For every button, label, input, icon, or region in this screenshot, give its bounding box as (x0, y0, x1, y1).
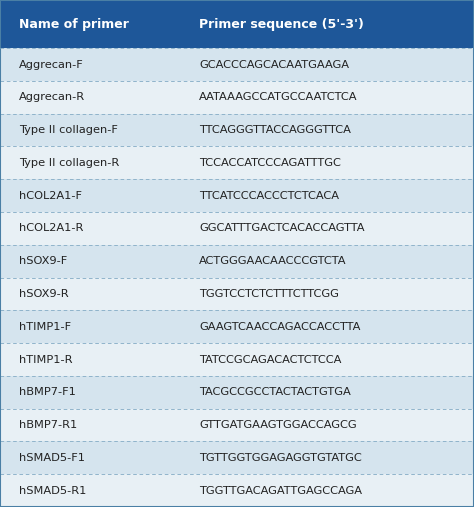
Text: hSOX9-F: hSOX9-F (19, 256, 67, 266)
Text: TACGCCGCCTACTACTGTGA: TACGCCGCCTACTACTGTGA (199, 387, 351, 397)
Text: hSMAD5-R1: hSMAD5-R1 (19, 486, 86, 496)
Bar (0, 179, 474, 212)
Bar (0, 245, 474, 277)
Text: GCACCCAGCACAATGAAGA: GCACCCAGCACAATGAAGA (199, 59, 349, 69)
Text: Aggrecan-R: Aggrecan-R (19, 92, 85, 102)
Text: GAAGTCAACCAGACCACCTTA: GAAGTCAACCAGACCACCTTA (199, 322, 360, 332)
Bar (0, 114, 474, 147)
Text: Name of primer: Name of primer (19, 18, 129, 30)
Text: Type II collagen-F: Type II collagen-F (19, 125, 118, 135)
Text: ACTGGGAACAACCCGTCTA: ACTGGGAACAACCCGTCTA (199, 256, 346, 266)
Text: hSMAD5-F1: hSMAD5-F1 (19, 453, 85, 463)
Text: hCOL2A1-R: hCOL2A1-R (19, 224, 83, 233)
Bar (0, 0, 474, 48)
Text: Aggrecan-F: Aggrecan-F (19, 59, 84, 69)
Text: hSOX9-R: hSOX9-R (19, 289, 69, 299)
Text: TGTTGGTGGAGAGGTGTATGC: TGTTGGTGGAGAGGTGTATGC (199, 453, 362, 463)
Text: TCCACCATCCCAGATTTGC: TCCACCATCCCAGATTTGC (199, 158, 341, 168)
Text: TATCCGCAGACACTCTCCA: TATCCGCAGACACTCTCCA (199, 354, 341, 365)
Bar (0, 343, 474, 376)
Bar (0, 376, 474, 409)
Bar (0, 212, 474, 245)
Text: Primer sequence (5'-3'): Primer sequence (5'-3') (199, 18, 364, 30)
Bar (0, 81, 474, 114)
Text: hCOL2A1-F: hCOL2A1-F (19, 191, 82, 201)
Text: TTCAGGGTTACCAGGGTTCA: TTCAGGGTTACCAGGGTTCA (199, 125, 351, 135)
Text: GTTGATGAAGTGGACCAGCG: GTTGATGAAGTGGACCAGCG (199, 420, 357, 430)
Text: Type II collagen-R: Type II collagen-R (19, 158, 119, 168)
Text: TTCATCCCACCCTCTCACA: TTCATCCCACCCTCTCACA (199, 191, 339, 201)
Bar (0, 277, 474, 310)
Bar (0, 310, 474, 343)
Text: AATAAAGCCATGCCAATCTCA: AATAAAGCCATGCCAATCTCA (199, 92, 357, 102)
Text: hTIMP1-F: hTIMP1-F (19, 322, 71, 332)
Bar (0, 442, 474, 474)
Bar (0, 409, 474, 442)
Bar (0, 147, 474, 179)
Bar (0, 474, 474, 507)
Text: GGCATTTGACTCACACCAGTTA: GGCATTTGACTCACACCAGTTA (199, 224, 365, 233)
Text: TGGTTGACAGATTGAGCCAGA: TGGTTGACAGATTGAGCCAGA (199, 486, 362, 496)
Text: TGGTCCTCTCTTTCTTCGG: TGGTCCTCTCTTTCTTCGG (199, 289, 339, 299)
Text: hBMP7-F1: hBMP7-F1 (19, 387, 76, 397)
Bar (0, 48, 474, 81)
Text: hTIMP1-R: hTIMP1-R (19, 354, 73, 365)
Text: hBMP7-R1: hBMP7-R1 (19, 420, 77, 430)
